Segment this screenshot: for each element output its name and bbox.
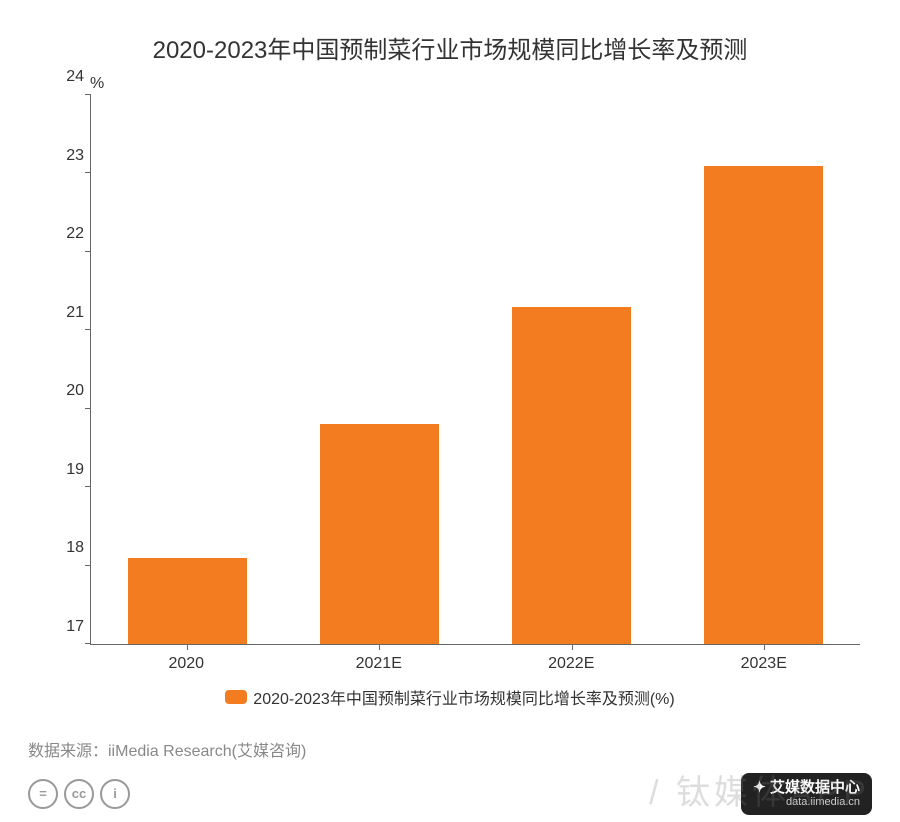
chart-container: 2020-2023年中国预制菜行业市场规模同比增长率及预测 % 17 18 19 20…	[0, 0, 900, 719]
bar-slot	[283, 95, 475, 644]
y-tick-mark	[85, 251, 91, 252]
y-tick-mark	[85, 408, 91, 409]
x-tick-mark	[187, 644, 188, 650]
bar	[128, 558, 247, 644]
brand-badge: ✦ 艾媒数据中心 data.iimedia.cn	[741, 773, 872, 815]
cc-cc-icon: cc	[64, 779, 94, 809]
y-tick-label: 17	[66, 618, 84, 636]
y-tick-label: 18	[66, 539, 84, 557]
bar-slot	[91, 95, 283, 644]
y-tick-label: 21	[66, 304, 84, 322]
y-tick-mark	[85, 643, 91, 644]
legend-swatch	[225, 690, 247, 704]
bar-slot	[668, 95, 860, 644]
y-tick-label: 24	[66, 68, 84, 86]
y-tick-mark	[85, 172, 91, 173]
brand-url: data.iimedia.cn	[786, 796, 860, 809]
x-tick-mark	[572, 644, 573, 650]
bar	[704, 166, 823, 644]
chart-title: 2020-2023年中国预制菜行业市场规模同比增长率及预测	[40, 30, 860, 65]
legend-label: 2020-2023年中国预制菜行业市场规模同比增长率及预测(%)	[253, 685, 674, 709]
y-tick-mark	[85, 94, 91, 95]
bar	[512, 307, 631, 644]
y-tick-label: 20	[66, 382, 84, 400]
x-axis: 20202021E2022E2023E	[90, 645, 860, 673]
y-tick-label: 23	[66, 147, 84, 165]
bar	[320, 424, 439, 644]
y-axis-unit: %	[90, 75, 860, 93]
x-tick-mark	[379, 644, 380, 650]
data-source: 数据来源：iiMedia Research(艾媒咨询)	[28, 737, 900, 761]
y-tick-mark	[85, 486, 91, 487]
x-tick-mark	[764, 644, 765, 650]
y-axis: 1718192021222324	[40, 95, 90, 645]
footer: = cc i ✦ 艾媒数据中心 data.iimedia.cn	[0, 773, 900, 815]
bar-slot	[476, 95, 668, 644]
y-tick-mark	[85, 329, 91, 330]
plot	[90, 95, 860, 645]
brand-name: ✦ 艾媒数据中心	[753, 779, 860, 796]
y-tick-label: 22	[66, 225, 84, 243]
license-icons: = cc i	[28, 779, 130, 809]
cc-equal-icon: =	[28, 779, 58, 809]
cc-by-icon: i	[100, 779, 130, 809]
plot-area: 1718192021222324	[40, 95, 860, 645]
bars-group	[91, 95, 860, 644]
legend: 2020-2023年中国预制菜行业市场规模同比增长率及预测(%)	[40, 685, 860, 709]
y-tick-label: 19	[66, 461, 84, 479]
y-tick-mark	[85, 565, 91, 566]
